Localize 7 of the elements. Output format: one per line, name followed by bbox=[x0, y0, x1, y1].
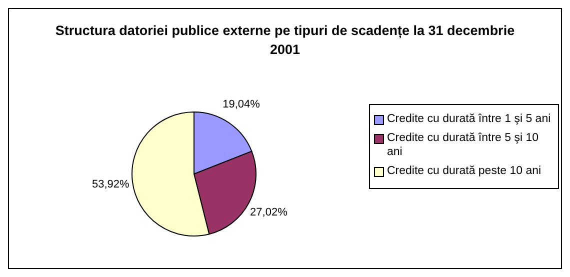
data-label: 19,04% bbox=[222, 98, 260, 111]
legend-label: Credite cu durată peste 10 ani bbox=[387, 164, 542, 178]
chart-title: Structura datoriei publice externe pe tipuri de scadențe la 31 decembrie 2001 bbox=[54, 22, 516, 59]
legend-label: Credite cu durată între 5 şi 10 ani bbox=[387, 131, 540, 159]
data-label: 53,92% bbox=[92, 178, 130, 190]
data-label: 27,02% bbox=[250, 206, 288, 218]
legend-label: Credite cu durată între 1 şi 5 ani bbox=[387, 112, 551, 126]
